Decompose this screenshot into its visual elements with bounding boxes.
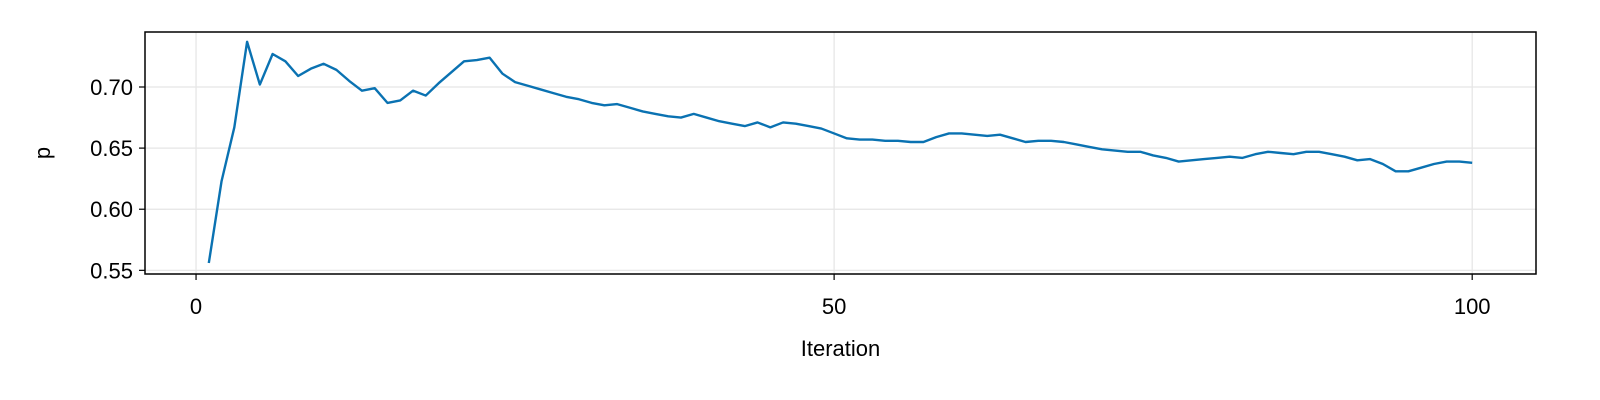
grid-lines <box>145 32 1536 274</box>
tick-labels: 0 50 100 0.55 0.60 0.65 0.70 <box>90 75 1490 319</box>
series-lines <box>207 40 1473 264</box>
x-axis-label: Iteration <box>801 336 881 361</box>
x-tick-label: 0 <box>190 294 202 319</box>
y-tick-label: 0.65 <box>90 136 133 161</box>
axis-ticks <box>139 86 1473 280</box>
y-axis-label: p <box>30 147 55 159</box>
y-tick-label: 0.60 <box>90 197 133 222</box>
y-tick-label: 0.55 <box>90 258 133 283</box>
y-tick-label: 0.70 <box>90 75 133 100</box>
x-tick-label: 50 <box>822 294 846 319</box>
series-line <box>207 40 1473 264</box>
x-tick-label: 100 <box>1454 294 1491 319</box>
plot-frame <box>144 31 1537 275</box>
